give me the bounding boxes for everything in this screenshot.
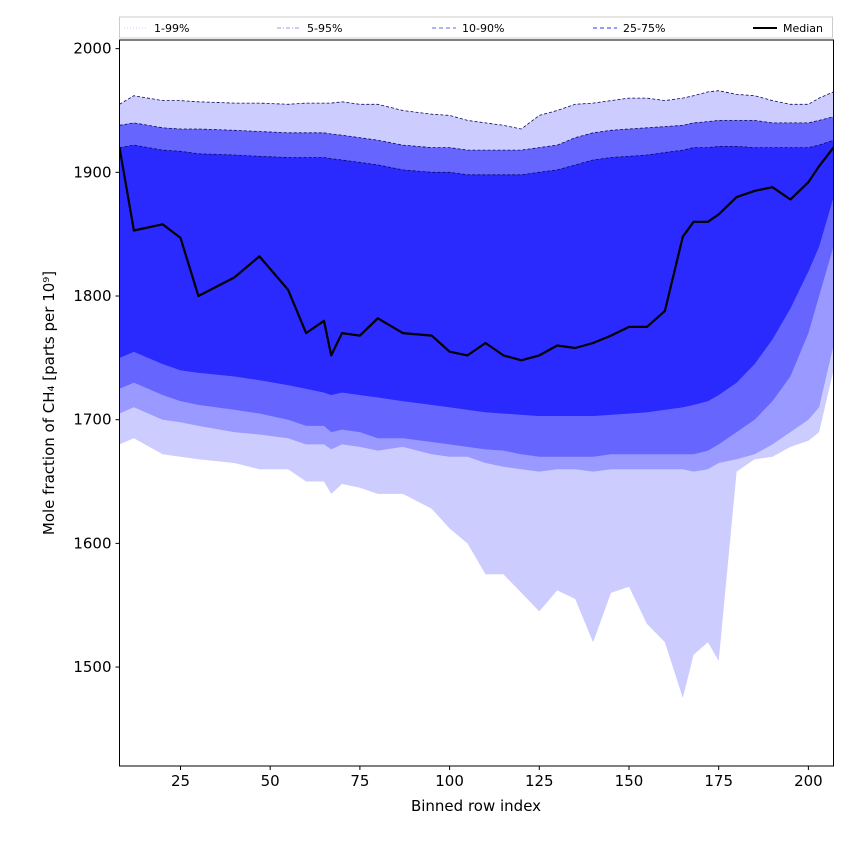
y-tick-label: 1900 [73,163,111,181]
percentile-upper-lines [119,90,834,176]
median-layer [119,146,834,362]
x-axis-ticks: 25 50 75 100 125 150 175 200 [171,766,823,790]
legend-label: 5-95% [307,22,342,35]
x-tick-label: 50 [261,772,280,790]
legend-box [119,16,833,39]
legend-label: Median [783,22,823,35]
y-axis-ticks: 1500 1600 1700 1800 1900 2000 [73,40,120,676]
plot-frame [119,39,834,767]
band-area-core [119,140,834,416]
line-upper-1 [119,90,834,130]
x-tick-label: 125 [525,772,554,790]
percentile-bands [119,90,834,698]
x-tick-label: 150 [615,772,644,790]
x-tick-label: 200 [794,772,823,790]
y-tick-label: 2000 [73,40,111,58]
x-tick-label: 100 [435,772,464,790]
legend: 1-99% 5-95% 10-90% 25-75% Median [119,16,833,39]
legend-label: 10-90% [462,22,504,35]
y-tick-label: 1700 [73,411,111,429]
y-tick-label: 1800 [73,287,111,305]
legend-label: 25-75% [623,22,665,35]
y-tick-label: 1500 [73,658,111,676]
x-tick-label: 175 [704,772,733,790]
x-tick-label: 75 [350,772,369,790]
x-tick-label: 25 [171,772,190,790]
y-tick-label: 1600 [73,534,111,552]
legend-label: 1-99% [154,22,189,35]
median-line [119,146,834,362]
line-upper-25 [119,139,834,176]
x-axis-label: Binned row index [411,797,541,815]
y-axis-label: Mole fraction of CH₄ [parts per 10⁹] [40,271,58,535]
